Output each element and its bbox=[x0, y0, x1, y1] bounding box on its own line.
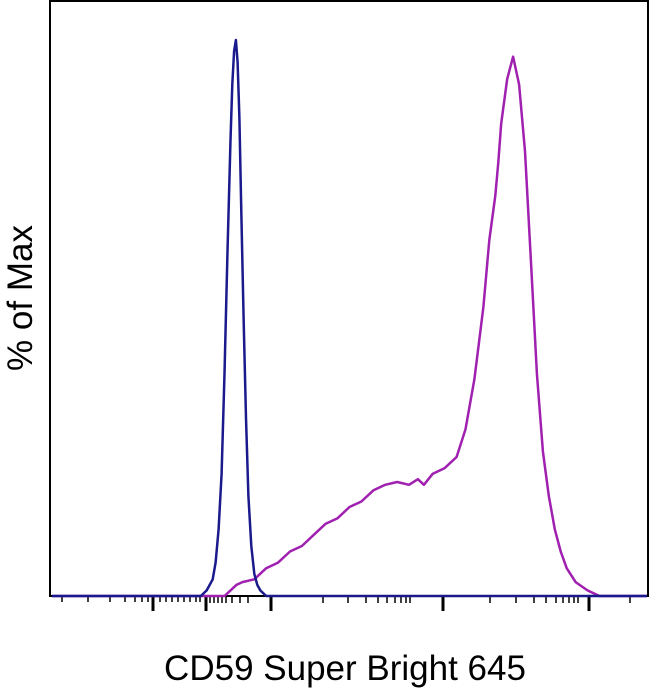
y-axis-label: % of Max bbox=[1, 225, 40, 371]
series-layer bbox=[52, 38, 647, 598]
series-line-2 bbox=[52, 55, 647, 598]
x-axis-label: CD59 Super Bright 645 bbox=[164, 649, 526, 688]
series-line-1 bbox=[52, 38, 647, 598]
x-axis-ticks bbox=[61, 597, 631, 611]
